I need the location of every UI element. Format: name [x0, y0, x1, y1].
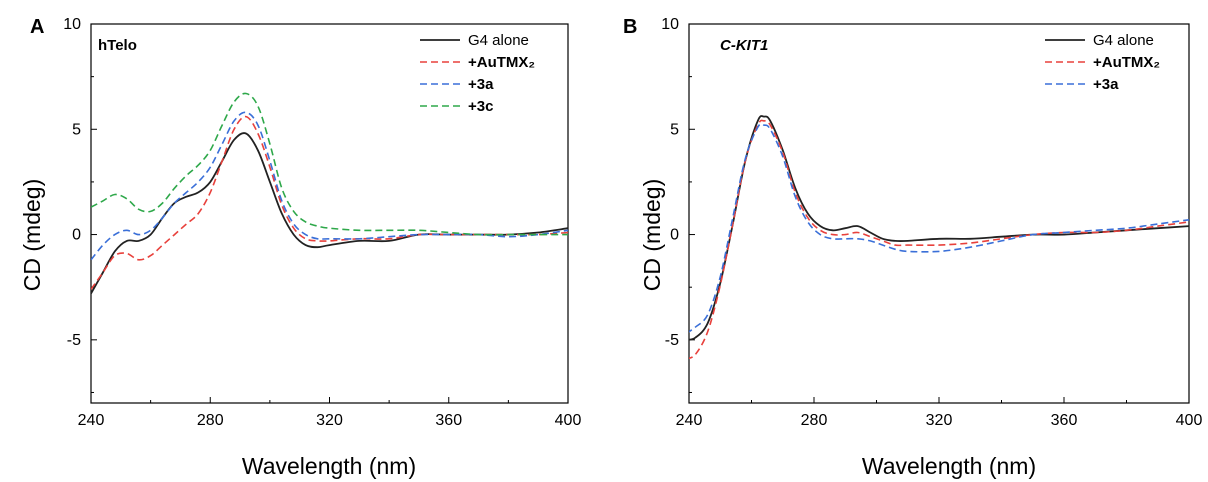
plot-frame: [90, 23, 569, 404]
x-axis-title-b: Wavelength (nm): [862, 453, 1036, 479]
legend-label-1: G4 alone: [1093, 32, 1154, 49]
x-tick-label: 240: [78, 412, 105, 429]
y-tick-label: -5: [67, 332, 81, 349]
inset-label-htelo: hTelo: [98, 37, 137, 54]
series-line-4: [91, 92, 568, 236]
x-axis-title-a: Wavelength (nm): [242, 453, 416, 479]
series-line-3: [91, 111, 568, 261]
series-line-1: [91, 132, 568, 294]
x-tick-label: 280: [801, 412, 828, 429]
legend-label-1: G4 alone: [468, 32, 529, 49]
y-tick-label: -5: [665, 332, 679, 349]
panel-a: A CD (mdeg) Wavelength (nm) 240 280 320 360…: [19, 16, 581, 479]
panel-letter-b: B: [623, 16, 637, 38]
x-tick-label: 360: [435, 412, 462, 429]
y-tick-label: 10: [661, 16, 679, 33]
x-tick-label: 400: [1176, 412, 1203, 429]
series-line-3: [689, 123, 1189, 333]
y-axis-title-b: CD (mdeg): [639, 179, 665, 291]
legend-label-3: +3a: [1093, 76, 1119, 93]
y-tick-label: 0: [670, 227, 679, 244]
y-tick-label: 10: [63, 16, 81, 33]
legend-label-3: +3a: [468, 76, 494, 93]
x-tick-label: 240: [676, 412, 703, 429]
legend-label-4: +3c: [468, 98, 493, 115]
y-axis-title-a: CD (mdeg): [19, 179, 45, 291]
y-tick-label: 5: [72, 121, 81, 138]
y-tick-label: 5: [670, 121, 679, 138]
x-tick-label: 360: [1051, 412, 1078, 429]
legend-label-2: +AuTMX₂: [468, 54, 535, 71]
y-tick-label: 0: [72, 227, 81, 244]
series-line-1: [689, 115, 1189, 341]
legend-label-2: +AuTMX₂: [1093, 54, 1160, 71]
plot-area-b: 240 280 320 360 400 10 5 0 -5: [661, 16, 1202, 429]
inset-label-c-kit1: C-KIT1: [720, 37, 768, 54]
panel-b: B CD (mdeg) Wavelength (nm) 240 280 320 360…: [623, 16, 1202, 479]
x-tick-label: 320: [926, 412, 953, 429]
legend-b: G4 alone +AuTMX₂ +3a: [1045, 32, 1160, 93]
panel-letter-a: A: [30, 16, 44, 38]
x-tick-label: 320: [316, 412, 343, 429]
x-tick-label: 280: [197, 412, 224, 429]
plot-area-a: 240 280 320 360 400 10 5 0 -5: [63, 16, 581, 429]
legend-a: G4 alone +AuTMX₂ +3a +3c: [420, 32, 535, 115]
x-tick-label: 400: [555, 412, 582, 429]
